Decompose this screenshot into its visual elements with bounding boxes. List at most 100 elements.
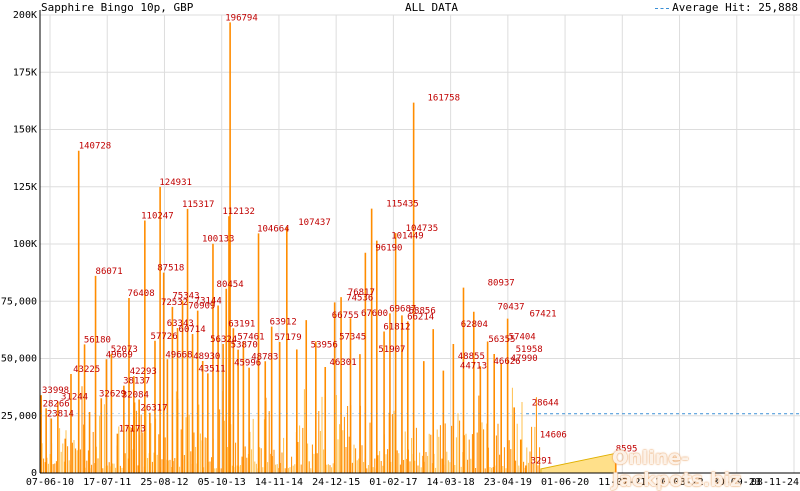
value-label: 31244 bbox=[61, 392, 88, 402]
value-label: 80454 bbox=[217, 280, 244, 290]
value-label: 28266 bbox=[43, 399, 70, 409]
value-label: 32084 bbox=[122, 391, 149, 401]
value-label: 70909 bbox=[188, 302, 215, 312]
value-label: 73144 bbox=[195, 297, 222, 307]
y-tick-label: 25,000 bbox=[1, 411, 37, 422]
value-label: 63191 bbox=[228, 319, 255, 329]
value-label: 23814 bbox=[47, 409, 74, 419]
value-label: 101449 bbox=[391, 232, 424, 242]
value-label: 43225 bbox=[73, 365, 100, 375]
y-tick-label: 200K bbox=[13, 10, 37, 21]
x-tick-label: 20-08-22 bbox=[655, 477, 703, 488]
value-label: 70437 bbox=[497, 303, 524, 313]
value-label: 66755 bbox=[332, 311, 359, 321]
value-label: 3291 bbox=[530, 456, 552, 466]
value-label: 75343 bbox=[172, 291, 199, 301]
watermark-logo: Online-Jackpots.biz bbox=[612, 447, 742, 491]
value-label: 28644 bbox=[532, 398, 559, 408]
y-tick-label: 50,000 bbox=[1, 354, 37, 365]
value-label: 47990 bbox=[511, 354, 538, 364]
value-label: 87518 bbox=[157, 264, 184, 274]
value-label: 48855 bbox=[458, 352, 485, 362]
value-label: 43511 bbox=[198, 364, 225, 374]
y-tick-label: 0 bbox=[31, 468, 37, 479]
value-label: 62804 bbox=[461, 320, 488, 330]
value-label: 112132 bbox=[222, 207, 255, 217]
value-label: 161758 bbox=[427, 94, 460, 104]
value-label: 66214 bbox=[407, 312, 434, 322]
grid-lines bbox=[40, 14, 800, 474]
legend-dash-icon bbox=[655, 7, 670, 9]
value-label: 8595 bbox=[616, 444, 638, 454]
value-label: 67600 bbox=[361, 309, 388, 319]
value-label: 69687 bbox=[389, 304, 416, 314]
value-label: 48930 bbox=[193, 352, 220, 362]
value-label: 67421 bbox=[529, 310, 556, 320]
value-label: 56324 bbox=[210, 335, 237, 345]
value-label: 14606 bbox=[540, 431, 567, 441]
y-tick-label: 150K bbox=[13, 125, 37, 136]
value-label: 57179 bbox=[275, 333, 302, 343]
value-label: 53956 bbox=[311, 340, 338, 350]
value-label: 51907 bbox=[378, 345, 405, 355]
x-tick-label: 14-03-18 bbox=[427, 477, 475, 488]
value-label: 57404 bbox=[509, 333, 536, 343]
value-label: 80937 bbox=[488, 279, 515, 289]
x-tick-label: 14-11-14 bbox=[255, 477, 303, 488]
value-label: 196794 bbox=[225, 13, 258, 23]
value-label: 100133 bbox=[202, 235, 235, 245]
value-label: 56355 bbox=[488, 335, 515, 345]
value-label: 57461 bbox=[237, 332, 264, 342]
y-tick-label: 175K bbox=[13, 67, 37, 78]
x-tick-label: 17-07-11 bbox=[83, 477, 131, 488]
value-label: 33998 bbox=[42, 386, 69, 396]
value-label: 53870 bbox=[231, 341, 258, 351]
value-label: 48783 bbox=[251, 352, 278, 362]
x-tick-label: 11-07-21 bbox=[598, 477, 646, 488]
legend-average-hit-label: Average Hit: 25,888 bbox=[672, 1, 798, 14]
value-label: 38137 bbox=[123, 377, 150, 387]
value-label: 76817 bbox=[348, 288, 375, 298]
chart-title: Sapphire Bingo 10p, GBP bbox=[41, 1, 194, 14]
x-tick-label: 30-09-23 bbox=[713, 477, 761, 488]
value-label: 104735 bbox=[406, 224, 439, 234]
value-label: 63912 bbox=[270, 318, 297, 328]
value-label: 52073 bbox=[111, 345, 138, 355]
value-label: 60714 bbox=[179, 325, 206, 335]
x-tick-label: 01-06-20 bbox=[541, 477, 589, 488]
bars bbox=[40, 22, 617, 473]
x-tick-label: 05-10-13 bbox=[198, 477, 246, 488]
value-label: 110247 bbox=[141, 212, 174, 222]
x-tick-label: 07-06-10 bbox=[26, 477, 74, 488]
value-label: 26317 bbox=[140, 404, 167, 414]
value-label: 61812 bbox=[383, 322, 410, 332]
value-label: 49668 bbox=[165, 350, 192, 360]
value-label: 46301 bbox=[330, 358, 357, 368]
x-tick-label: 08-11-24 bbox=[751, 477, 799, 488]
y-tick-label: 75,000 bbox=[1, 296, 37, 307]
value-label: 76408 bbox=[128, 289, 155, 299]
value-label: 72532 bbox=[161, 298, 188, 308]
x-tick-label: 23-04-19 bbox=[484, 477, 532, 488]
value-label: 32629 bbox=[99, 389, 126, 399]
value-label: 57726 bbox=[151, 332, 178, 342]
x-tick-label: 01-02-17 bbox=[369, 477, 417, 488]
value-label: 17173 bbox=[119, 425, 146, 435]
x-tick-label: 24-12-15 bbox=[312, 477, 360, 488]
value-label: 86071 bbox=[96, 267, 123, 277]
value-label: 63343 bbox=[167, 319, 194, 329]
x-tick-label: 25-08-12 bbox=[140, 477, 188, 488]
y-tick-label: 100K bbox=[13, 239, 37, 250]
legend-average-hit: Average Hit: 25,888 bbox=[655, 1, 798, 14]
value-label: 57345 bbox=[339, 333, 366, 343]
value-label: 68856 bbox=[409, 306, 436, 316]
y-tick-label: 125K bbox=[13, 182, 37, 193]
value-label: 56180 bbox=[84, 335, 111, 345]
value-label: 96190 bbox=[375, 244, 402, 254]
value-label: 124931 bbox=[159, 178, 192, 188]
value-label: 104664 bbox=[257, 224, 290, 234]
value-label: 51958 bbox=[516, 345, 543, 355]
